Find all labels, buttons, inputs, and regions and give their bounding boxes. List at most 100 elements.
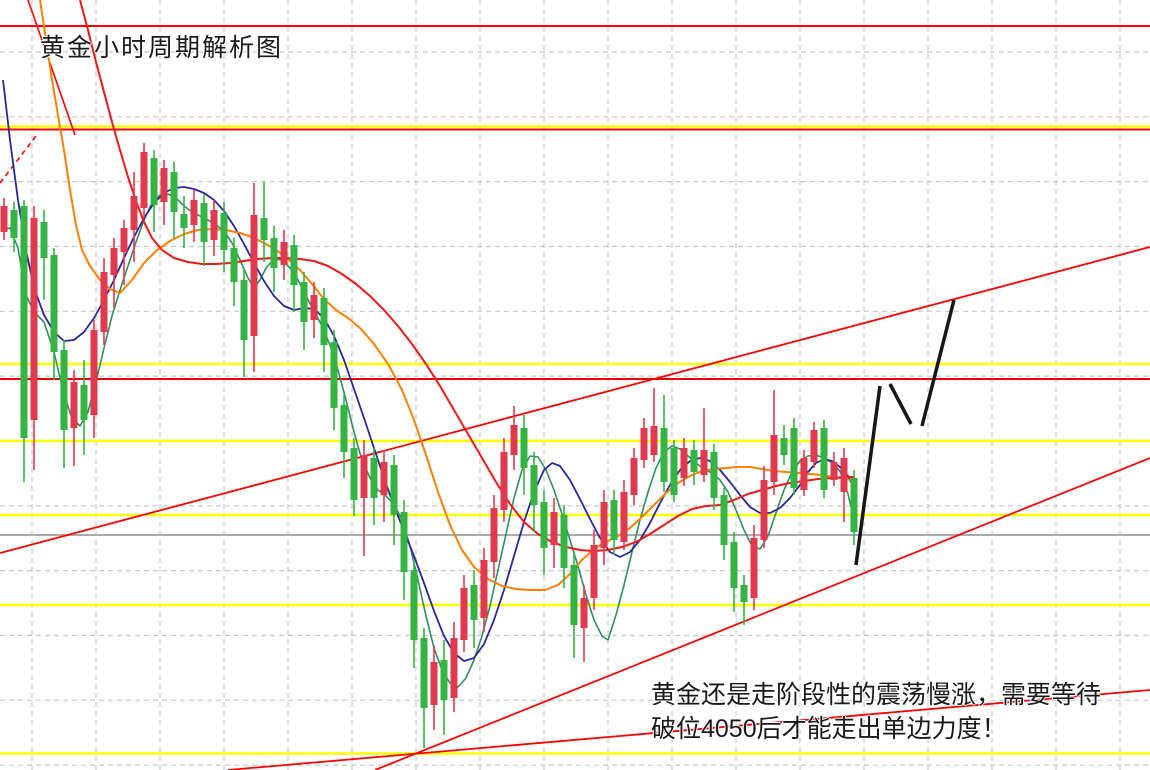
candle (520, 428, 528, 468)
ma-slow-orange (39, 0, 856, 591)
candle (730, 542, 738, 588)
candle (630, 458, 638, 495)
candle (840, 458, 848, 492)
candle (210, 210, 218, 240)
candle (390, 465, 398, 515)
candle (360, 455, 368, 498)
candle (490, 508, 498, 562)
candle (470, 585, 478, 620)
candle (670, 448, 678, 495)
candle (170, 172, 178, 212)
candle (430, 662, 438, 705)
candle (400, 512, 408, 572)
ma-mid-navy (2, 79, 855, 662)
candle (200, 203, 208, 242)
candles-layer (0, 143, 858, 748)
candle (510, 425, 518, 455)
candle (230, 248, 238, 282)
candle (690, 450, 698, 472)
candle (830, 462, 838, 480)
candle (130, 196, 138, 230)
candle (180, 214, 188, 228)
candle (780, 438, 788, 455)
candle (680, 448, 688, 478)
projection-arrow (854, 299, 956, 566)
candle (640, 428, 648, 460)
candle (40, 222, 48, 258)
candle (580, 598, 588, 628)
candle (750, 538, 758, 598)
candle (740, 585, 748, 602)
candle (610, 500, 618, 540)
candle (290, 245, 298, 285)
candle (800, 458, 808, 490)
candle (320, 298, 328, 345)
candle (20, 206, 28, 438)
candle (440, 660, 448, 700)
candle (10, 210, 18, 238)
candle (60, 350, 68, 430)
candle (760, 480, 768, 540)
candle (810, 430, 818, 462)
candle (450, 638, 458, 698)
candle (560, 515, 568, 568)
candle (850, 478, 858, 532)
candle (460, 588, 468, 640)
candle (420, 638, 428, 708)
candle (660, 428, 668, 482)
candle (90, 330, 98, 415)
ma-slow-red (79, 0, 855, 552)
analysis-annotation: 黄金还是走阶段性的震荡慢涨，需要等待 破位4050后才能走出单边力度！ (651, 678, 1101, 746)
candle (240, 280, 248, 340)
candle (500, 452, 508, 510)
candle (150, 158, 158, 205)
candle (370, 458, 378, 498)
candle (480, 560, 488, 618)
candle (790, 428, 798, 488)
candle (530, 465, 538, 505)
candle (80, 385, 88, 420)
candle (220, 213, 228, 250)
candle (110, 248, 118, 275)
candle (570, 565, 578, 625)
candle (0, 206, 8, 232)
candle (540, 502, 548, 548)
candle (70, 382, 78, 428)
candle (590, 545, 598, 598)
candle (720, 495, 728, 545)
candle (300, 282, 308, 322)
candle (710, 452, 718, 498)
annotation-line-1: 黄金还是走阶段性的震荡慢涨，需要等待 (651, 681, 1102, 709)
candle (140, 152, 148, 208)
horizontal-levels (0, 25, 1150, 755)
candle (260, 218, 268, 240)
candle (270, 238, 278, 268)
candle (250, 215, 258, 336)
candle (620, 492, 628, 542)
candle (190, 200, 198, 225)
candle (310, 295, 318, 320)
candle (700, 450, 708, 475)
candle (550, 512, 558, 545)
candle (410, 570, 418, 640)
moving-average-lines (1, 0, 856, 688)
candle (770, 435, 778, 482)
candle (380, 462, 388, 495)
candle (820, 428, 828, 490)
candle (30, 218, 38, 420)
candle (650, 426, 658, 455)
candle (280, 242, 288, 265)
chart-title: 黄金小时周期解析图 (40, 34, 284, 62)
candle (160, 168, 168, 202)
candle (100, 272, 108, 332)
candle (50, 255, 58, 352)
candle (340, 405, 348, 452)
candle (120, 228, 128, 252)
candle (350, 448, 358, 500)
candle (600, 502, 608, 548)
candle (330, 342, 338, 408)
